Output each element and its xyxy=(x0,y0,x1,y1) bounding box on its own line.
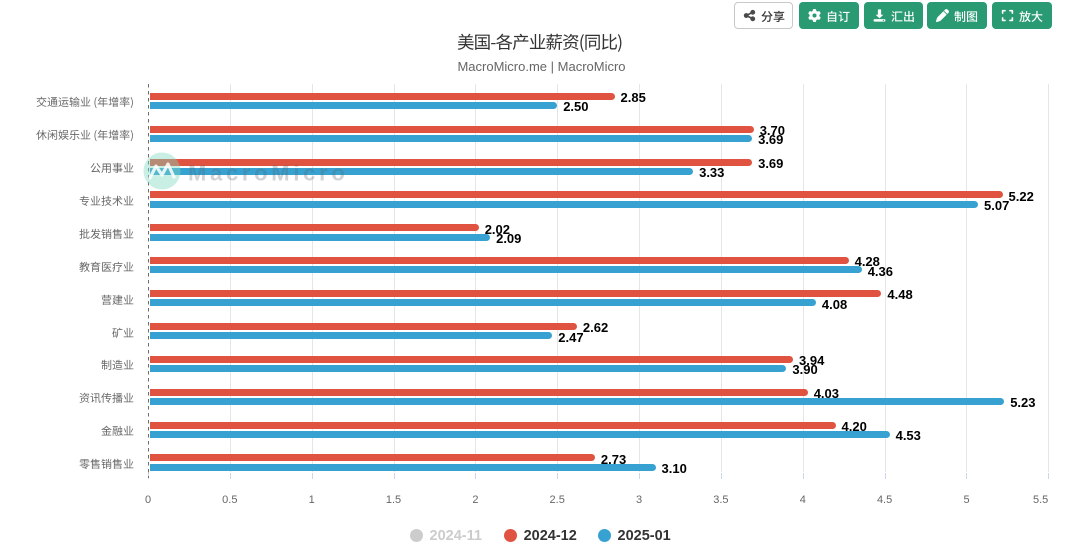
svg-text:MacroMicro: MacroMicro xyxy=(188,161,348,186)
